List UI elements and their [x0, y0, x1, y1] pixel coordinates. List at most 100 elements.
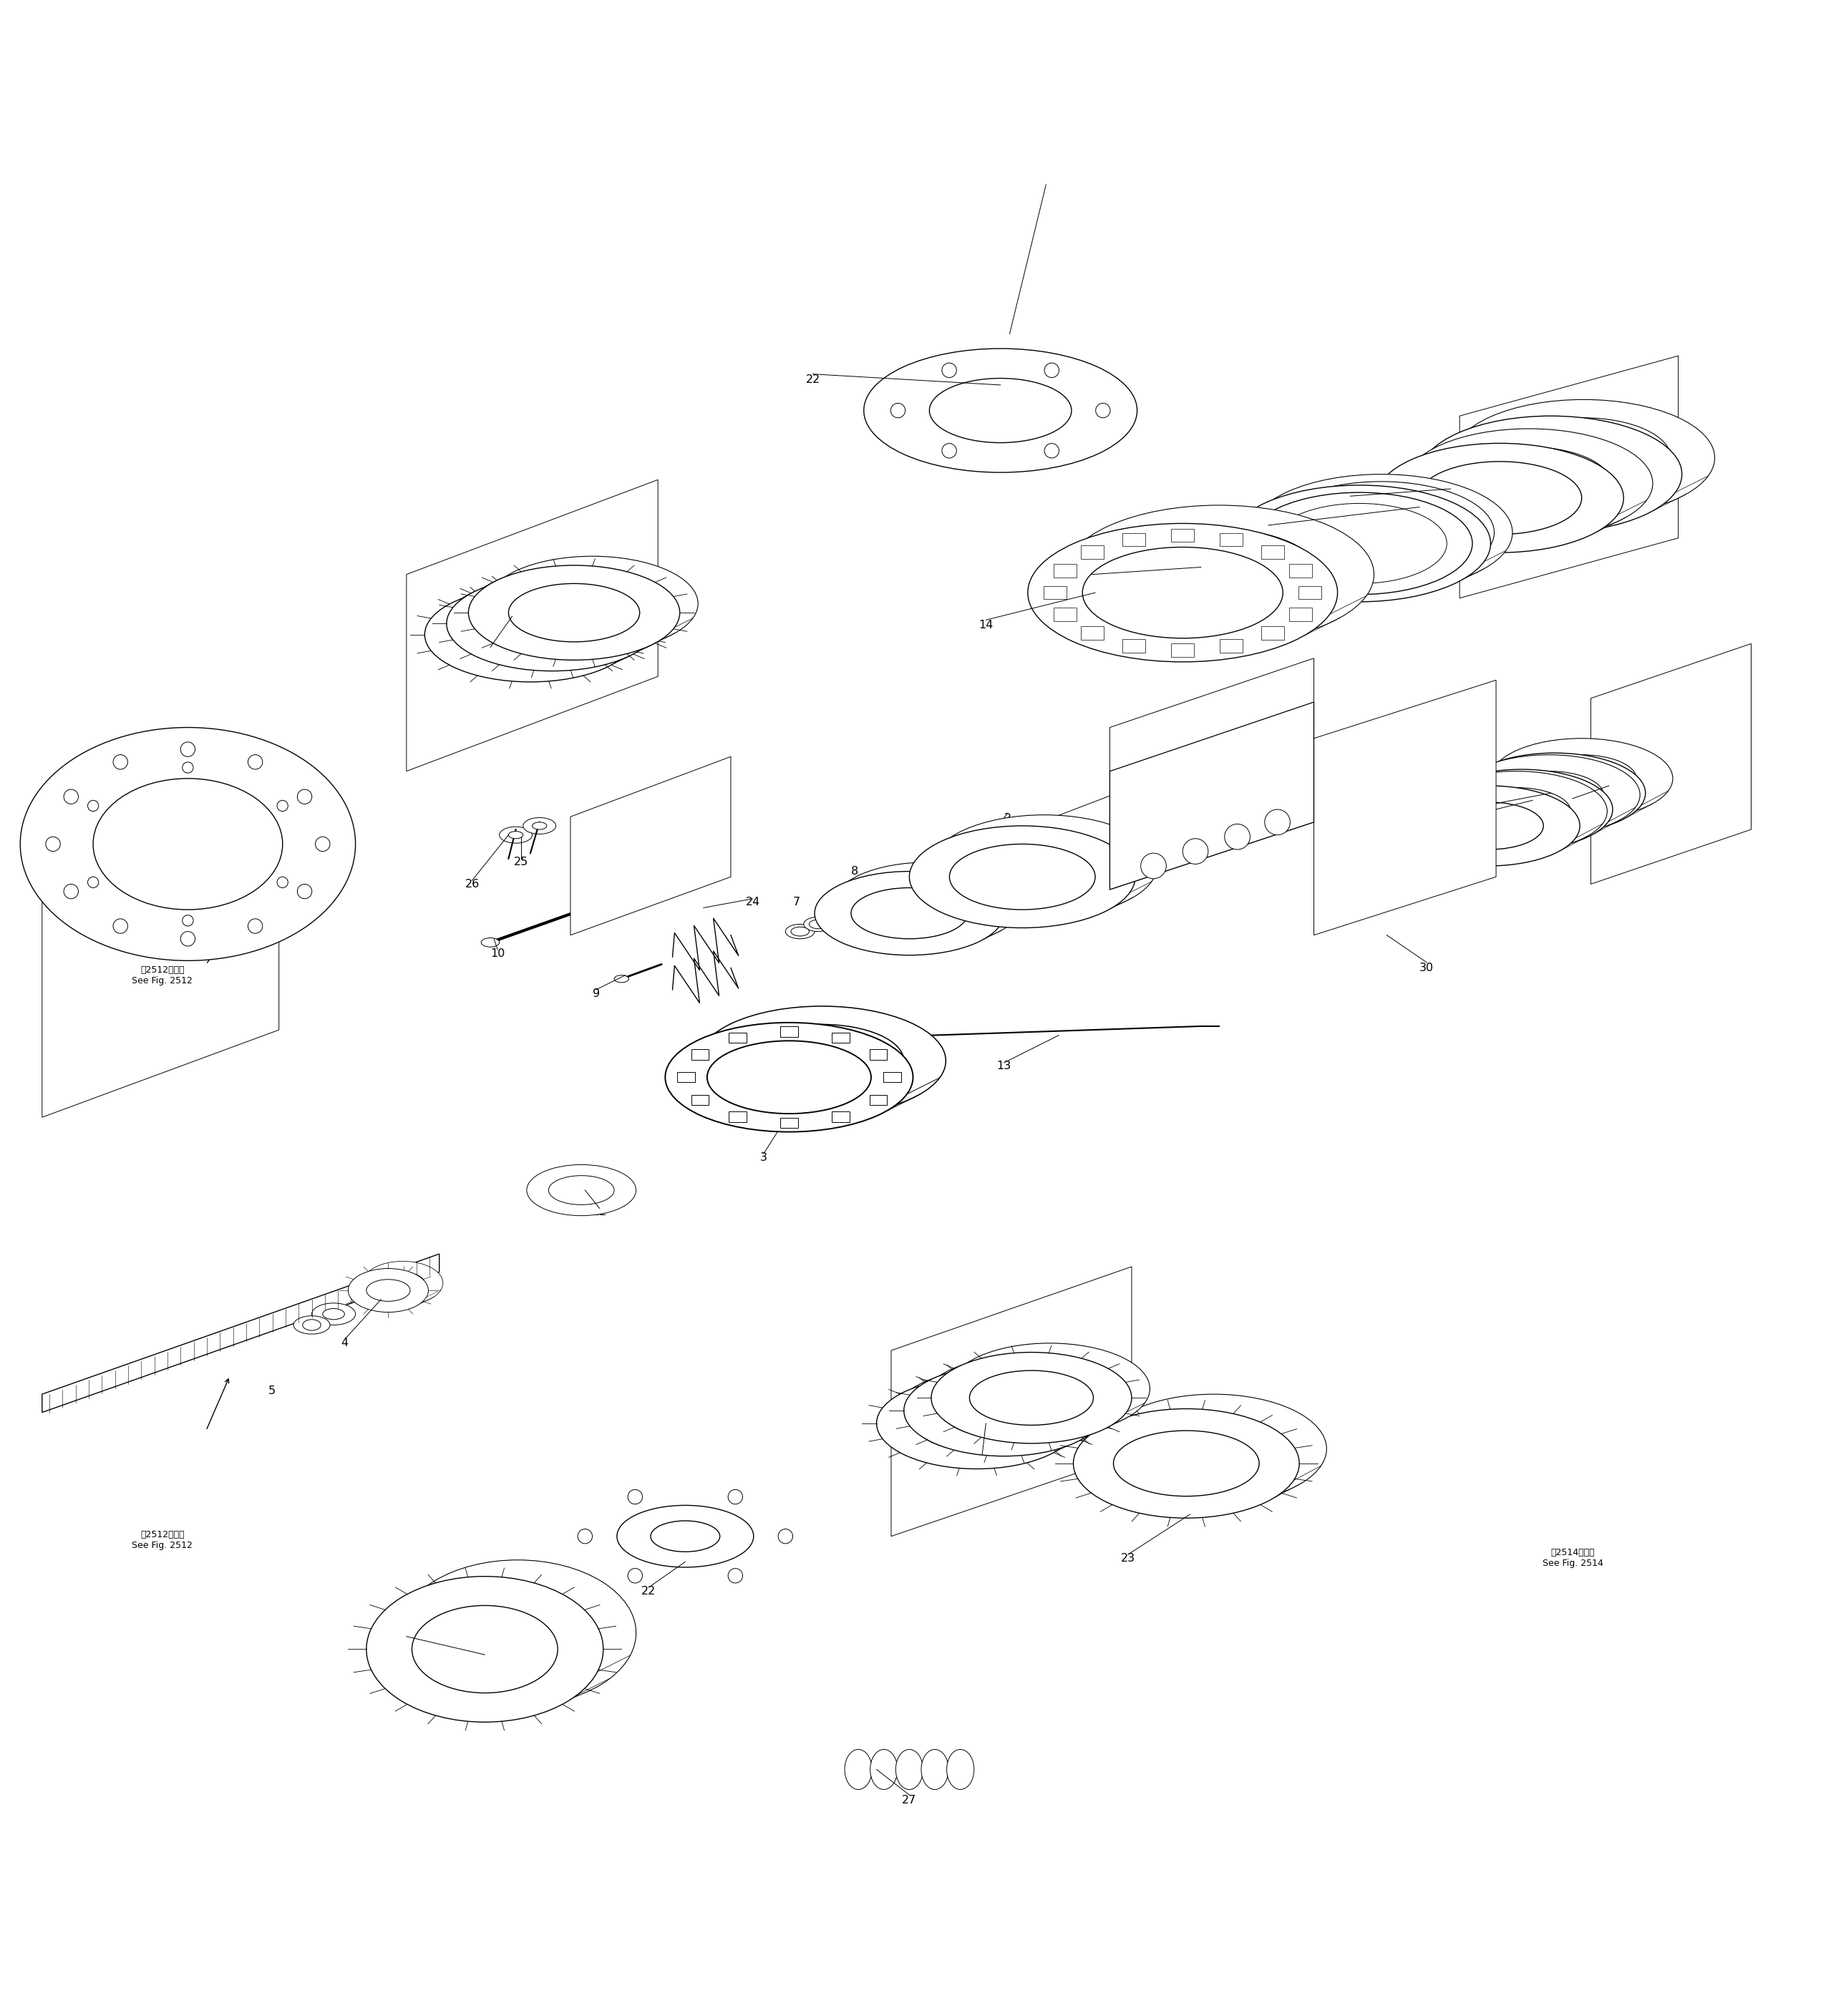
Bar — [1170, 643, 1194, 657]
Circle shape — [1265, 810, 1291, 835]
Ellipse shape — [312, 1302, 356, 1325]
Text: 22: 22 — [641, 1585, 656, 1597]
Bar — [1081, 546, 1105, 558]
Bar — [1054, 564, 1076, 577]
Ellipse shape — [1141, 1415, 1287, 1482]
Ellipse shape — [1028, 524, 1337, 661]
Circle shape — [248, 919, 263, 933]
Ellipse shape — [971, 833, 1118, 899]
Text: 18: 18 — [400, 1637, 415, 1647]
Ellipse shape — [323, 1308, 345, 1320]
Ellipse shape — [871, 1750, 898, 1790]
Polygon shape — [1590, 643, 1751, 885]
Ellipse shape — [650, 1520, 719, 1552]
Ellipse shape — [1430, 770, 1612, 849]
Ellipse shape — [1463, 433, 1638, 514]
Ellipse shape — [1006, 889, 1032, 901]
Ellipse shape — [1446, 448, 1611, 520]
Ellipse shape — [740, 1024, 904, 1097]
Text: 2: 2 — [1004, 812, 1012, 825]
Ellipse shape — [617, 1506, 754, 1566]
Ellipse shape — [413, 1605, 557, 1693]
Ellipse shape — [498, 827, 531, 843]
Ellipse shape — [1247, 492, 1472, 595]
Ellipse shape — [1273, 504, 1446, 583]
Ellipse shape — [929, 379, 1072, 444]
Ellipse shape — [504, 585, 635, 643]
Ellipse shape — [294, 1316, 331, 1335]
Polygon shape — [1055, 792, 1118, 877]
Text: 5: 5 — [382, 1298, 389, 1308]
Ellipse shape — [1397, 786, 1579, 867]
Ellipse shape — [1463, 752, 1645, 833]
Text: 4: 4 — [341, 1339, 349, 1349]
Bar — [833, 1032, 849, 1042]
Ellipse shape — [1251, 474, 1512, 591]
Ellipse shape — [1527, 754, 1636, 802]
Polygon shape — [570, 756, 730, 935]
Ellipse shape — [834, 897, 853, 907]
Ellipse shape — [1433, 802, 1543, 849]
Ellipse shape — [829, 895, 858, 909]
Circle shape — [891, 403, 906, 417]
Ellipse shape — [803, 917, 833, 931]
Ellipse shape — [1254, 496, 1464, 591]
Bar — [1054, 609, 1076, 621]
Circle shape — [729, 1490, 743, 1504]
Text: 22: 22 — [805, 375, 820, 385]
Ellipse shape — [614, 976, 628, 982]
Bar — [1262, 546, 1284, 558]
Ellipse shape — [847, 887, 876, 903]
Circle shape — [113, 754, 128, 770]
Polygon shape — [1110, 702, 1315, 889]
Ellipse shape — [833, 863, 1023, 946]
Bar — [884, 1073, 900, 1083]
Circle shape — [628, 1568, 643, 1583]
Polygon shape — [42, 1254, 440, 1413]
Ellipse shape — [425, 587, 635, 681]
Ellipse shape — [522, 818, 555, 835]
Bar — [1044, 587, 1066, 599]
Polygon shape — [407, 480, 657, 772]
Bar — [780, 1117, 798, 1127]
Circle shape — [1044, 444, 1059, 458]
Ellipse shape — [698, 1006, 946, 1115]
Circle shape — [729, 1568, 743, 1583]
Ellipse shape — [1074, 1409, 1300, 1518]
Text: 19: 19 — [1565, 798, 1579, 808]
Text: 7: 7 — [792, 897, 800, 907]
Circle shape — [248, 754, 263, 770]
Ellipse shape — [946, 1750, 973, 1790]
Ellipse shape — [363, 1262, 444, 1304]
Polygon shape — [42, 790, 279, 1117]
Text: 16: 16 — [1342, 496, 1357, 506]
Ellipse shape — [864, 349, 1138, 472]
Ellipse shape — [1101, 1395, 1328, 1504]
Text: 第2512図参照
See Fig. 2512: 第2512図参照 See Fig. 2512 — [131, 1530, 194, 1550]
Text: 14: 14 — [979, 621, 993, 631]
Text: 23: 23 — [484, 647, 497, 657]
Ellipse shape — [931, 1353, 1132, 1443]
Ellipse shape — [447, 577, 657, 671]
Ellipse shape — [484, 597, 614, 655]
Ellipse shape — [970, 1371, 1094, 1425]
Ellipse shape — [1419, 415, 1682, 532]
Ellipse shape — [367, 1577, 603, 1722]
Ellipse shape — [526, 1165, 635, 1216]
Bar — [1262, 627, 1284, 639]
Ellipse shape — [871, 883, 889, 893]
Circle shape — [1225, 825, 1251, 849]
Bar — [1081, 627, 1105, 639]
Text: 21: 21 — [1466, 806, 1481, 816]
Text: 30: 30 — [1419, 962, 1433, 974]
Circle shape — [183, 915, 194, 925]
Circle shape — [1096, 403, 1110, 417]
Ellipse shape — [1499, 770, 1609, 816]
Ellipse shape — [303, 1320, 321, 1331]
Ellipse shape — [400, 1560, 635, 1706]
Circle shape — [628, 1490, 643, 1504]
Ellipse shape — [785, 923, 814, 939]
Ellipse shape — [986, 821, 1004, 831]
Ellipse shape — [950, 845, 1096, 909]
Ellipse shape — [1375, 444, 1623, 552]
